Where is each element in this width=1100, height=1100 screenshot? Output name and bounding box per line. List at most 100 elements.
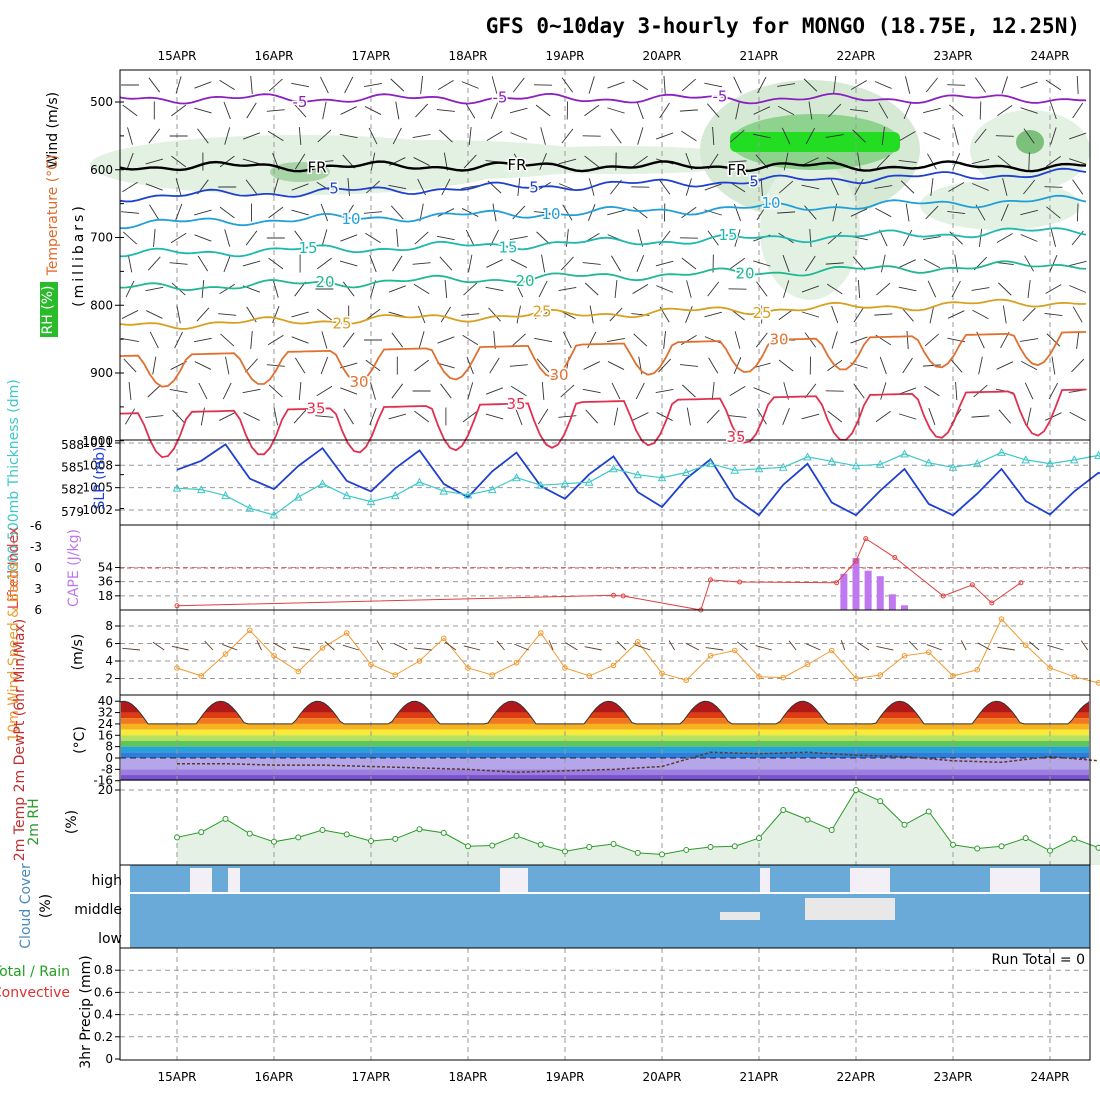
wind-barb [363, 211, 383, 214]
thickness-marker [1045, 459, 1055, 468]
wind-barb [707, 281, 720, 297]
wind-barb [1048, 382, 1059, 400]
wind-barb [294, 230, 306, 246]
wind-barb [757, 76, 767, 94]
wind-barb [1023, 128, 1035, 144]
wind-barb [655, 132, 674, 140]
wind-barb [145, 286, 164, 292]
thickness-marker [900, 449, 909, 458]
rh-marker [174, 834, 180, 841]
wind-barb [243, 412, 260, 421]
wind-barb [706, 409, 720, 424]
date-label-top: 17APR [351, 49, 390, 63]
wind-barb [538, 280, 548, 298]
rh-shading [250, 140, 610, 180]
wind-barb [342, 332, 355, 348]
wind-barb [516, 305, 521, 324]
wind-barb [395, 101, 400, 120]
wind-barb [196, 307, 210, 322]
wind-barb [923, 258, 941, 269]
wind-barb [320, 203, 329, 222]
wind-barb [390, 78, 405, 92]
wind-barb [728, 415, 747, 418]
lifted-index-marker [737, 579, 743, 585]
wind-barb [560, 256, 574, 271]
wind-barb [388, 413, 407, 420]
wind-barb [607, 209, 625, 216]
wind-barb [908, 640, 918, 651]
wind-barb [876, 645, 894, 651]
wind-barb [342, 281, 355, 297]
cloud-axis-label: Cloud Cover [18, 863, 34, 949]
wind-barb [444, 641, 457, 651]
wind-speed-marker [222, 651, 229, 657]
temperature-color-band [121, 735, 1089, 741]
wind-barb [881, 127, 885, 145]
wind-barb [1046, 206, 1061, 219]
rh-marker [756, 835, 762, 842]
wind-barb [1027, 280, 1031, 298]
wind-barb [412, 133, 431, 139]
wind-barb [198, 382, 208, 400]
wind-barb [121, 337, 139, 343]
wind-barb [1046, 333, 1061, 347]
wind-barb [388, 285, 406, 293]
wind-barb [439, 129, 453, 143]
total-rain-label: Total / Rain [0, 964, 70, 980]
wind-barb [777, 105, 795, 116]
rh-marker [634, 849, 641, 856]
cloud-cover-fill [130, 865, 1090, 948]
wind-speed-marker [731, 647, 738, 654]
wind-speed-marker [756, 673, 762, 680]
wind-barb [777, 83, 796, 87]
wind-barb [152, 356, 157, 375]
wind-barb [222, 643, 238, 651]
thickness-marker [997, 447, 1006, 456]
wind-barb [1023, 179, 1036, 195]
pressure-tick-label: 1000 [82, 434, 113, 448]
wind-barb [317, 129, 332, 143]
wind-barb [125, 280, 135, 298]
wind-barb [414, 410, 430, 423]
wind-barb [171, 645, 189, 651]
wind-barb [1051, 356, 1056, 375]
wind-barb [637, 127, 644, 145]
wind-speed-marker [780, 674, 787, 681]
wind-barb [808, 101, 813, 120]
wind-barb [558, 415, 577, 418]
wind-barb [510, 132, 528, 140]
lifted-index-tick-label: 0 [34, 561, 42, 575]
wind-barb [1002, 305, 1007, 324]
wind-barb [413, 647, 432, 651]
thickness-marker [196, 485, 206, 494]
thickness-marker [972, 459, 982, 468]
wind-barb [879, 229, 888, 247]
wind-speed-marker [925, 649, 932, 656]
wind-barb [584, 155, 600, 168]
wind-barb [616, 641, 627, 651]
isotherm-label: 35 [306, 400, 325, 418]
rh-marker [562, 848, 568, 855]
wind-barb [997, 104, 1013, 117]
wind-barb [588, 76, 595, 94]
wind-barb [753, 106, 771, 115]
wind-barb [562, 204, 573, 221]
wind-barb [632, 412, 649, 421]
cape-bar [852, 558, 860, 610]
wind-axis-label: Wind (m/s) [45, 92, 61, 168]
wind-speed-marker [319, 645, 326, 651]
wind-barb [153, 228, 156, 248]
wind-speed-marker [877, 672, 884, 678]
rh-marker [998, 843, 1005, 850]
thickness-marker [342, 491, 352, 500]
wind-barb [874, 81, 892, 89]
wind-barb [1069, 158, 1087, 165]
wind-speed-marker [343, 630, 350, 636]
rh-marker [416, 826, 423, 833]
wind-barb [925, 77, 938, 93]
wind-barb [587, 203, 596, 222]
wind-barb [979, 101, 982, 120]
thickness-marker [512, 473, 521, 482]
wind-barb [465, 102, 476, 119]
isotherm-label: FR [307, 158, 326, 176]
